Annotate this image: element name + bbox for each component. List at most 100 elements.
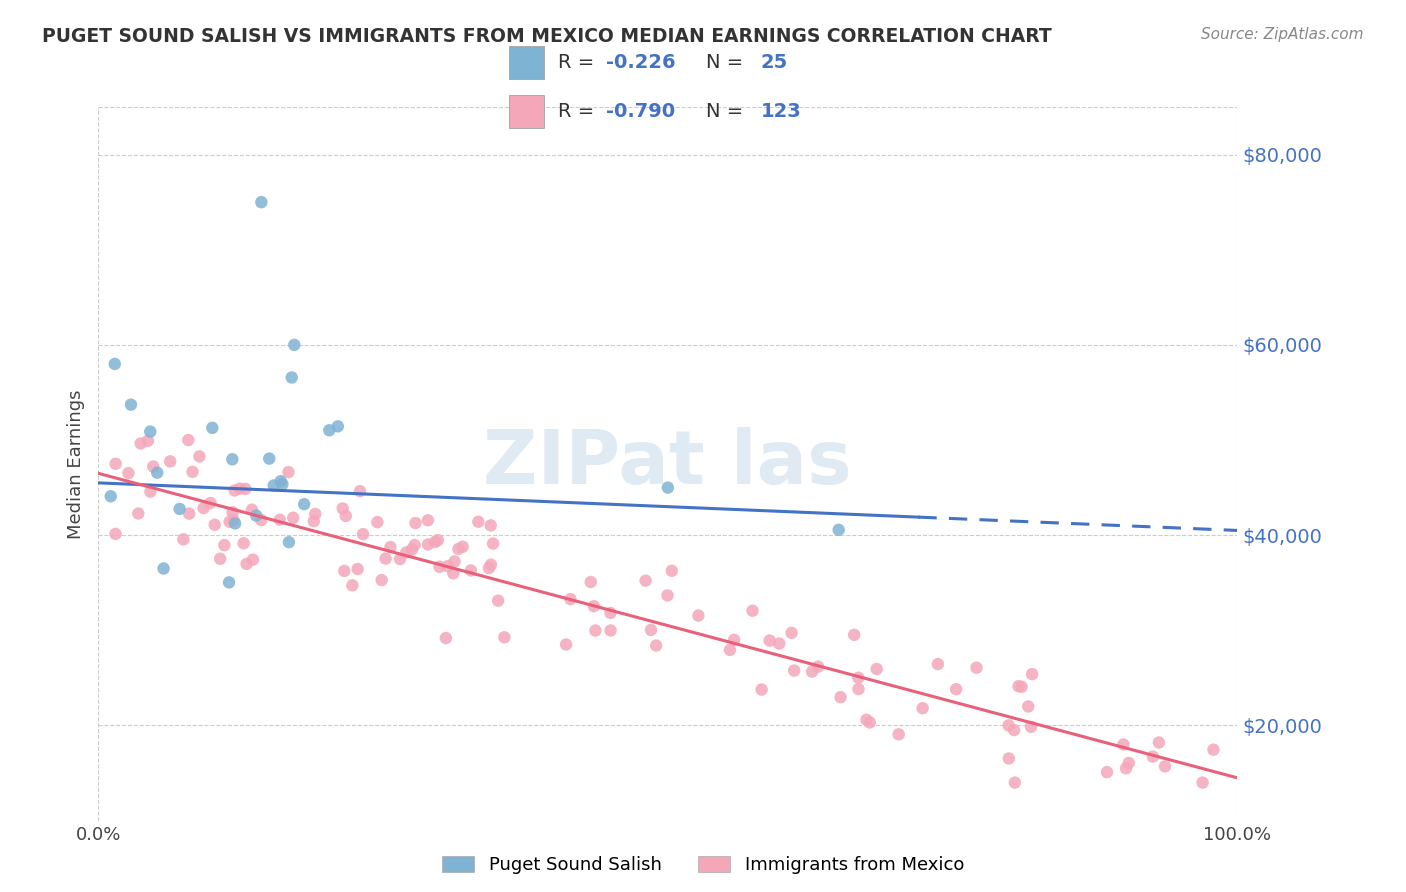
Point [235, 557, 257, 571]
Point [250, 513, 273, 527]
Point [723, 632, 745, 647]
Point [441, 566, 464, 581]
Point [479, 558, 502, 572]
Point [271, 477, 294, 491]
Point [579, 574, 602, 589]
Point [224, 516, 246, 531]
Point [152, 561, 174, 575]
FancyBboxPatch shape [509, 95, 544, 128]
Point [482, 536, 505, 550]
Point [401, 542, 423, 557]
Point [179, 507, 201, 521]
Point [1154, 759, 1177, 773]
Point [232, 536, 254, 550]
Point [224, 483, 246, 498]
Point [304, 507, 326, 521]
Point [209, 551, 232, 566]
Point [1118, 756, 1140, 770]
Point [214, 538, 236, 552]
Point [169, 502, 191, 516]
Point [302, 514, 325, 528]
Text: R =: R = [558, 102, 600, 121]
Point [434, 631, 457, 645]
Point [640, 623, 662, 637]
Point [478, 561, 501, 575]
Point [1004, 775, 1026, 789]
Point [370, 573, 392, 587]
Point [326, 419, 349, 434]
Point [436, 559, 458, 574]
Point [479, 518, 502, 533]
Point [259, 451, 281, 466]
Point [848, 681, 870, 696]
Point [657, 589, 679, 603]
Point [423, 535, 446, 549]
Point [866, 662, 889, 676]
Point [807, 659, 830, 673]
Point [848, 671, 870, 685]
Point [177, 433, 200, 447]
Text: PUGET SOUND SALISH VS IMMIGRANTS FROM MEXICO MEDIAN EARNINGS CORRELATION CHART: PUGET SOUND SALISH VS IMMIGRANTS FROM ME… [42, 27, 1052, 45]
Text: -0.226: -0.226 [606, 53, 675, 72]
Point [741, 604, 763, 618]
Point [277, 535, 299, 549]
Point [172, 533, 194, 547]
Point [494, 630, 516, 644]
Point [555, 638, 578, 652]
Point [429, 559, 451, 574]
Point [389, 552, 412, 566]
Point [104, 357, 127, 371]
Point [204, 517, 226, 532]
FancyBboxPatch shape [509, 46, 544, 78]
Point [828, 523, 851, 537]
Text: N =: N = [706, 102, 749, 121]
Point [447, 541, 470, 556]
Point [1007, 679, 1029, 693]
Point [120, 398, 142, 412]
Point [142, 459, 165, 474]
Point [1142, 749, 1164, 764]
Point [688, 608, 710, 623]
Point [221, 505, 243, 519]
Point [911, 701, 934, 715]
Point [1019, 720, 1042, 734]
Point [280, 370, 302, 384]
Point [188, 450, 211, 464]
Point [352, 527, 374, 541]
Point [395, 545, 418, 559]
Point [218, 515, 240, 529]
Text: -0.790: -0.790 [606, 102, 675, 121]
Point [136, 434, 159, 448]
Point [222, 513, 245, 527]
Point [342, 578, 364, 592]
Point [443, 554, 465, 568]
Point [335, 508, 357, 523]
Point [1095, 765, 1118, 780]
Point [277, 465, 299, 479]
Point [292, 497, 315, 511]
Point [1115, 761, 1137, 775]
Text: 123: 123 [761, 102, 801, 121]
Point [100, 489, 122, 503]
Point [1112, 738, 1135, 752]
Point [467, 515, 489, 529]
Point [270, 474, 292, 488]
Point [201, 421, 224, 435]
Point [245, 508, 267, 523]
Legend: Puget Sound Salish, Immigrants from Mexico: Puget Sound Salish, Immigrants from Mexi… [433, 847, 973, 883]
Point [283, 510, 305, 524]
Text: 25: 25 [761, 53, 789, 72]
Point [842, 628, 865, 642]
Point [585, 624, 607, 638]
Text: Source: ZipAtlas.com: Source: ZipAtlas.com [1201, 27, 1364, 42]
Point [283, 338, 305, 352]
Point [1021, 667, 1043, 681]
Point [887, 727, 910, 741]
Point [599, 606, 621, 620]
Point [235, 482, 257, 496]
Y-axis label: Median Earnings: Median Earnings [66, 389, 84, 539]
Point [855, 713, 877, 727]
Point [1002, 723, 1025, 737]
Point [269, 513, 291, 527]
Point [657, 481, 679, 495]
